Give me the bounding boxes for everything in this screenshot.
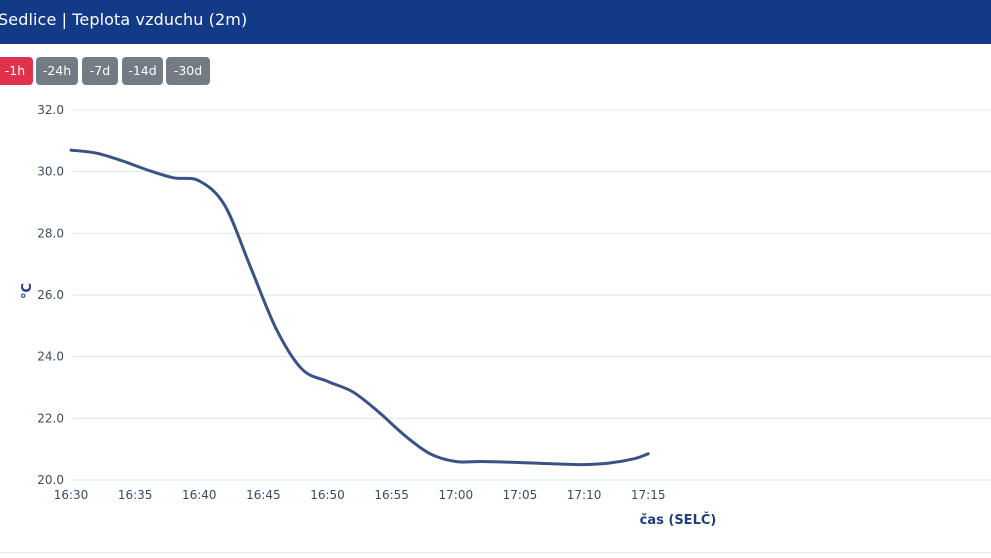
x-axis-ticks: 16:30 16:35 16:40 16:45 16:50 16:55 17:00 17:05…	[54, 488, 666, 502]
range-button-24h[interactable]: -24h	[36, 57, 78, 85]
range-button-1h[interactable]: -1h	[0, 57, 33, 85]
series-line-temperature	[69, 148, 650, 467]
x-tick-label: 16:45	[246, 488, 281, 502]
y-axis-ticks: 20.0 22.0 24.0 26.0 28.0 30.0 32.0	[37, 103, 64, 487]
x-tick-label: 17:15	[631, 488, 666, 502]
x-tick-label: 16:40	[182, 488, 217, 502]
temperature-chart: 20.022.024.026.028.030.032.0 16:30 16:35 1…	[20, 103, 991, 528]
page-title: Sedlice | Teplota vzduchu (2m)	[0, 10, 248, 29]
chart-grid	[71, 109, 991, 481]
y-tick-label: 28.0	[37, 226, 64, 240]
range-button-30d[interactable]: -30d	[166, 57, 210, 85]
x-axis-title: čas (SELČ)	[640, 512, 717, 528]
range-button-14d[interactable]: -14d	[122, 57, 163, 85]
y-axis-title: °C	[20, 283, 35, 299]
x-tick-label: 16:30	[54, 488, 89, 502]
x-tick-label: 16:35	[118, 488, 153, 502]
x-tick-label: 16:55	[374, 488, 409, 502]
y-tick-label: 30.0	[37, 165, 64, 179]
y-tick-label: 20.0	[37, 473, 64, 487]
x-tick-label: 17:00	[439, 488, 474, 502]
x-tick-label: 17:10	[567, 488, 602, 502]
y-tick-label: 22.0	[37, 411, 64, 425]
x-tick-label: 17:05	[503, 488, 538, 502]
range-button-7d[interactable]: -7d	[82, 57, 118, 85]
x-tick-label: 16:50	[310, 488, 345, 502]
header-bar: Sedlice | Teplota vzduchu (2m)	[0, 0, 991, 44]
divider	[0, 552, 991, 553]
y-tick-label: 24.0	[37, 350, 64, 364]
y-tick-label: 26.0	[37, 288, 64, 302]
y-tick-label: 32.0	[37, 103, 64, 117]
